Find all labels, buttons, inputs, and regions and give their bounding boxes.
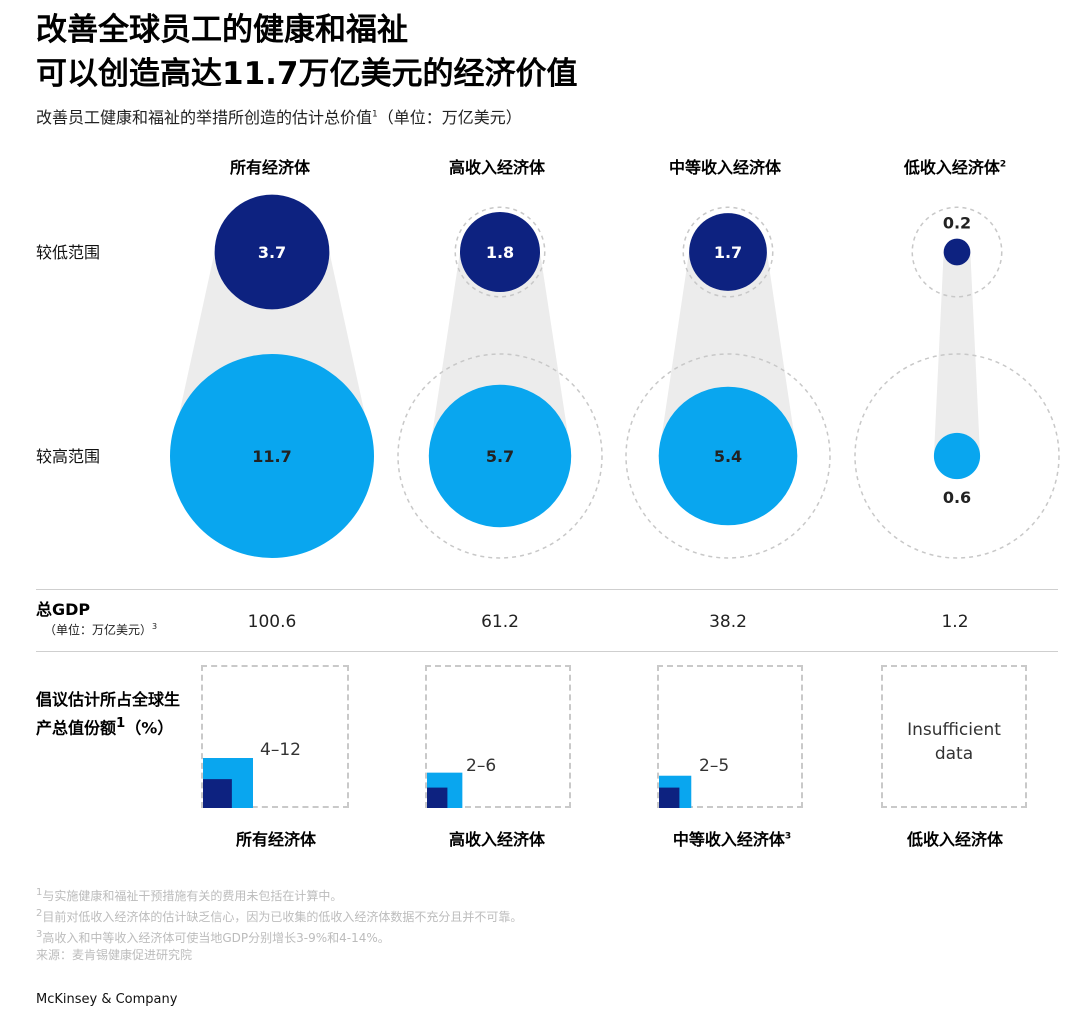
- bubble-chart: 3.7 11.7 1.8 5.7 1.7 5.4 0.2 0.6: [170, 194, 1060, 559]
- bubble-high-low-income: [933, 432, 981, 480]
- bottom-header-middle-income: 中等收入经济体3: [672, 830, 792, 849]
- title-line-2: 可以创造高达11.7万亿美元的经济价值: [36, 56, 578, 92]
- bubble-label-high-all: 11.7: [252, 447, 291, 466]
- share-row-title: 倡议估计所占全球生产总值份额1（%）: [36, 690, 181, 738]
- column-header-high-income: 高收入经济体: [448, 158, 545, 177]
- bubble-low-high-income: [459, 211, 541, 293]
- gdp-row-unit: （单位：万亿美元）3: [44, 622, 158, 637]
- bubble-label-high-middle-income: 5.4: [714, 447, 742, 466]
- reference-outline-low-high-income: [454, 206, 546, 298]
- reference-outline-high-high-income: [397, 353, 603, 559]
- bubble-label-low-all: 3.7: [258, 243, 286, 262]
- reference-outline-low-middle-income: [682, 206, 774, 298]
- share-insufficient-data: Insufficient data: [907, 720, 1001, 764]
- footnote-1: 1与实施健康和福祉干预措施有关的费用未包括在计算中。: [36, 887, 343, 903]
- bubble-high-high-income: [428, 384, 572, 528]
- bottom-header-low-income: 低收入经济体: [906, 830, 1003, 849]
- divider-top: [36, 589, 1058, 590]
- bubble-label-low-middle-income: 1.7: [714, 243, 742, 262]
- reference-outline-high-low-income: [854, 353, 1060, 559]
- share-square-low-high-income: [427, 787, 448, 808]
- bottom-header-all: 所有经济体: [235, 830, 316, 849]
- gdp-value-high-income: 61.2: [481, 612, 519, 632]
- reference-outline-high-middle-income: [625, 353, 831, 559]
- share-box-all: [201, 665, 349, 808]
- funnel-low-income: [933, 252, 981, 456]
- footnote-3: 3高收入和中等收入经济体可使当地GDP分别增长3-9%和4-14%。: [36, 929, 390, 945]
- column-header-middle-income: 中等收入经济体: [668, 158, 781, 177]
- gdp-value-middle-income: 38.2: [709, 612, 747, 632]
- bubble-low-low-income: [943, 238, 971, 266]
- chart-subtitle: 改善员工健康和福祉的举措所创造的估计总价值1（单位：万亿美元）: [36, 104, 522, 128]
- share-label-middle-income: 2–5: [699, 756, 730, 776]
- subtitle-text: 改善员工健康和福祉的举措所创造的估计总价值: [36, 108, 373, 127]
- share-label-all: 4–12: [260, 740, 301, 760]
- reference-outline-low-low-income: [911, 206, 1003, 298]
- row-label-high: 较高范围: [36, 447, 101, 466]
- gdp-value-all: 100.6: [247, 612, 297, 632]
- brand-logo-text: McKinsey & Company: [36, 992, 178, 1007]
- row-label-low: 较低范围: [36, 243, 101, 262]
- bubble-label-low-high-income: 1.8: [486, 243, 514, 262]
- share-box-middle-income: [657, 665, 803, 808]
- bubble-high-middle-income: [658, 386, 798, 526]
- bottom-header-high-income: 高收入经济体: [448, 830, 545, 849]
- source-note: 来源：麦肯锡健康促进研究院: [36, 948, 193, 962]
- share-square-low-middle-income: [659, 787, 680, 808]
- bubble-low-middle-income: [689, 213, 767, 291]
- gdp-value-low-income: 1.2: [941, 612, 969, 632]
- bubble-high-all: [170, 354, 374, 558]
- footnote-2: 2目前对低收入经济体的估计缺乏信心，因为已收集的低收入经济体数据不充分且并不可靠…: [36, 908, 523, 924]
- share-squares: [203, 758, 692, 808]
- bubble-label-high-low-income: 0.6: [943, 488, 971, 507]
- bubble-label-high-high-income: 5.7: [486, 447, 514, 466]
- subtitle-unit: （单位：万亿美元）: [377, 108, 522, 127]
- share-box-high-income: [425, 665, 571, 808]
- share-square-low-all: [203, 779, 232, 808]
- subtitle-footnote-mark: 1: [372, 109, 378, 120]
- footnotes: 1与实施健康和福祉干预措施有关的费用未包括在计算中。 2目前对低收入经济体的估计…: [36, 884, 522, 964]
- bubble-low-all: [214, 194, 330, 310]
- share-box-low-income: [881, 665, 1027, 808]
- title-line-1: 改善全球员工的健康和福祉: [36, 12, 408, 48]
- chart-title: 改善全球员工的健康和福祉 可以创造高达11.7万亿美元的经济价值: [36, 8, 577, 96]
- column-header-all: 所有经济体: [229, 158, 310, 177]
- gdp-row-title: 总GDP: [36, 600, 91, 619]
- bubble-label-low-low-income: 0.2: [943, 214, 971, 233]
- share-label-high-income: 2–6: [466, 756, 497, 776]
- column-header-low-income: 低收入经济体2: [903, 158, 1007, 177]
- divider-bottom: [36, 651, 1058, 652]
